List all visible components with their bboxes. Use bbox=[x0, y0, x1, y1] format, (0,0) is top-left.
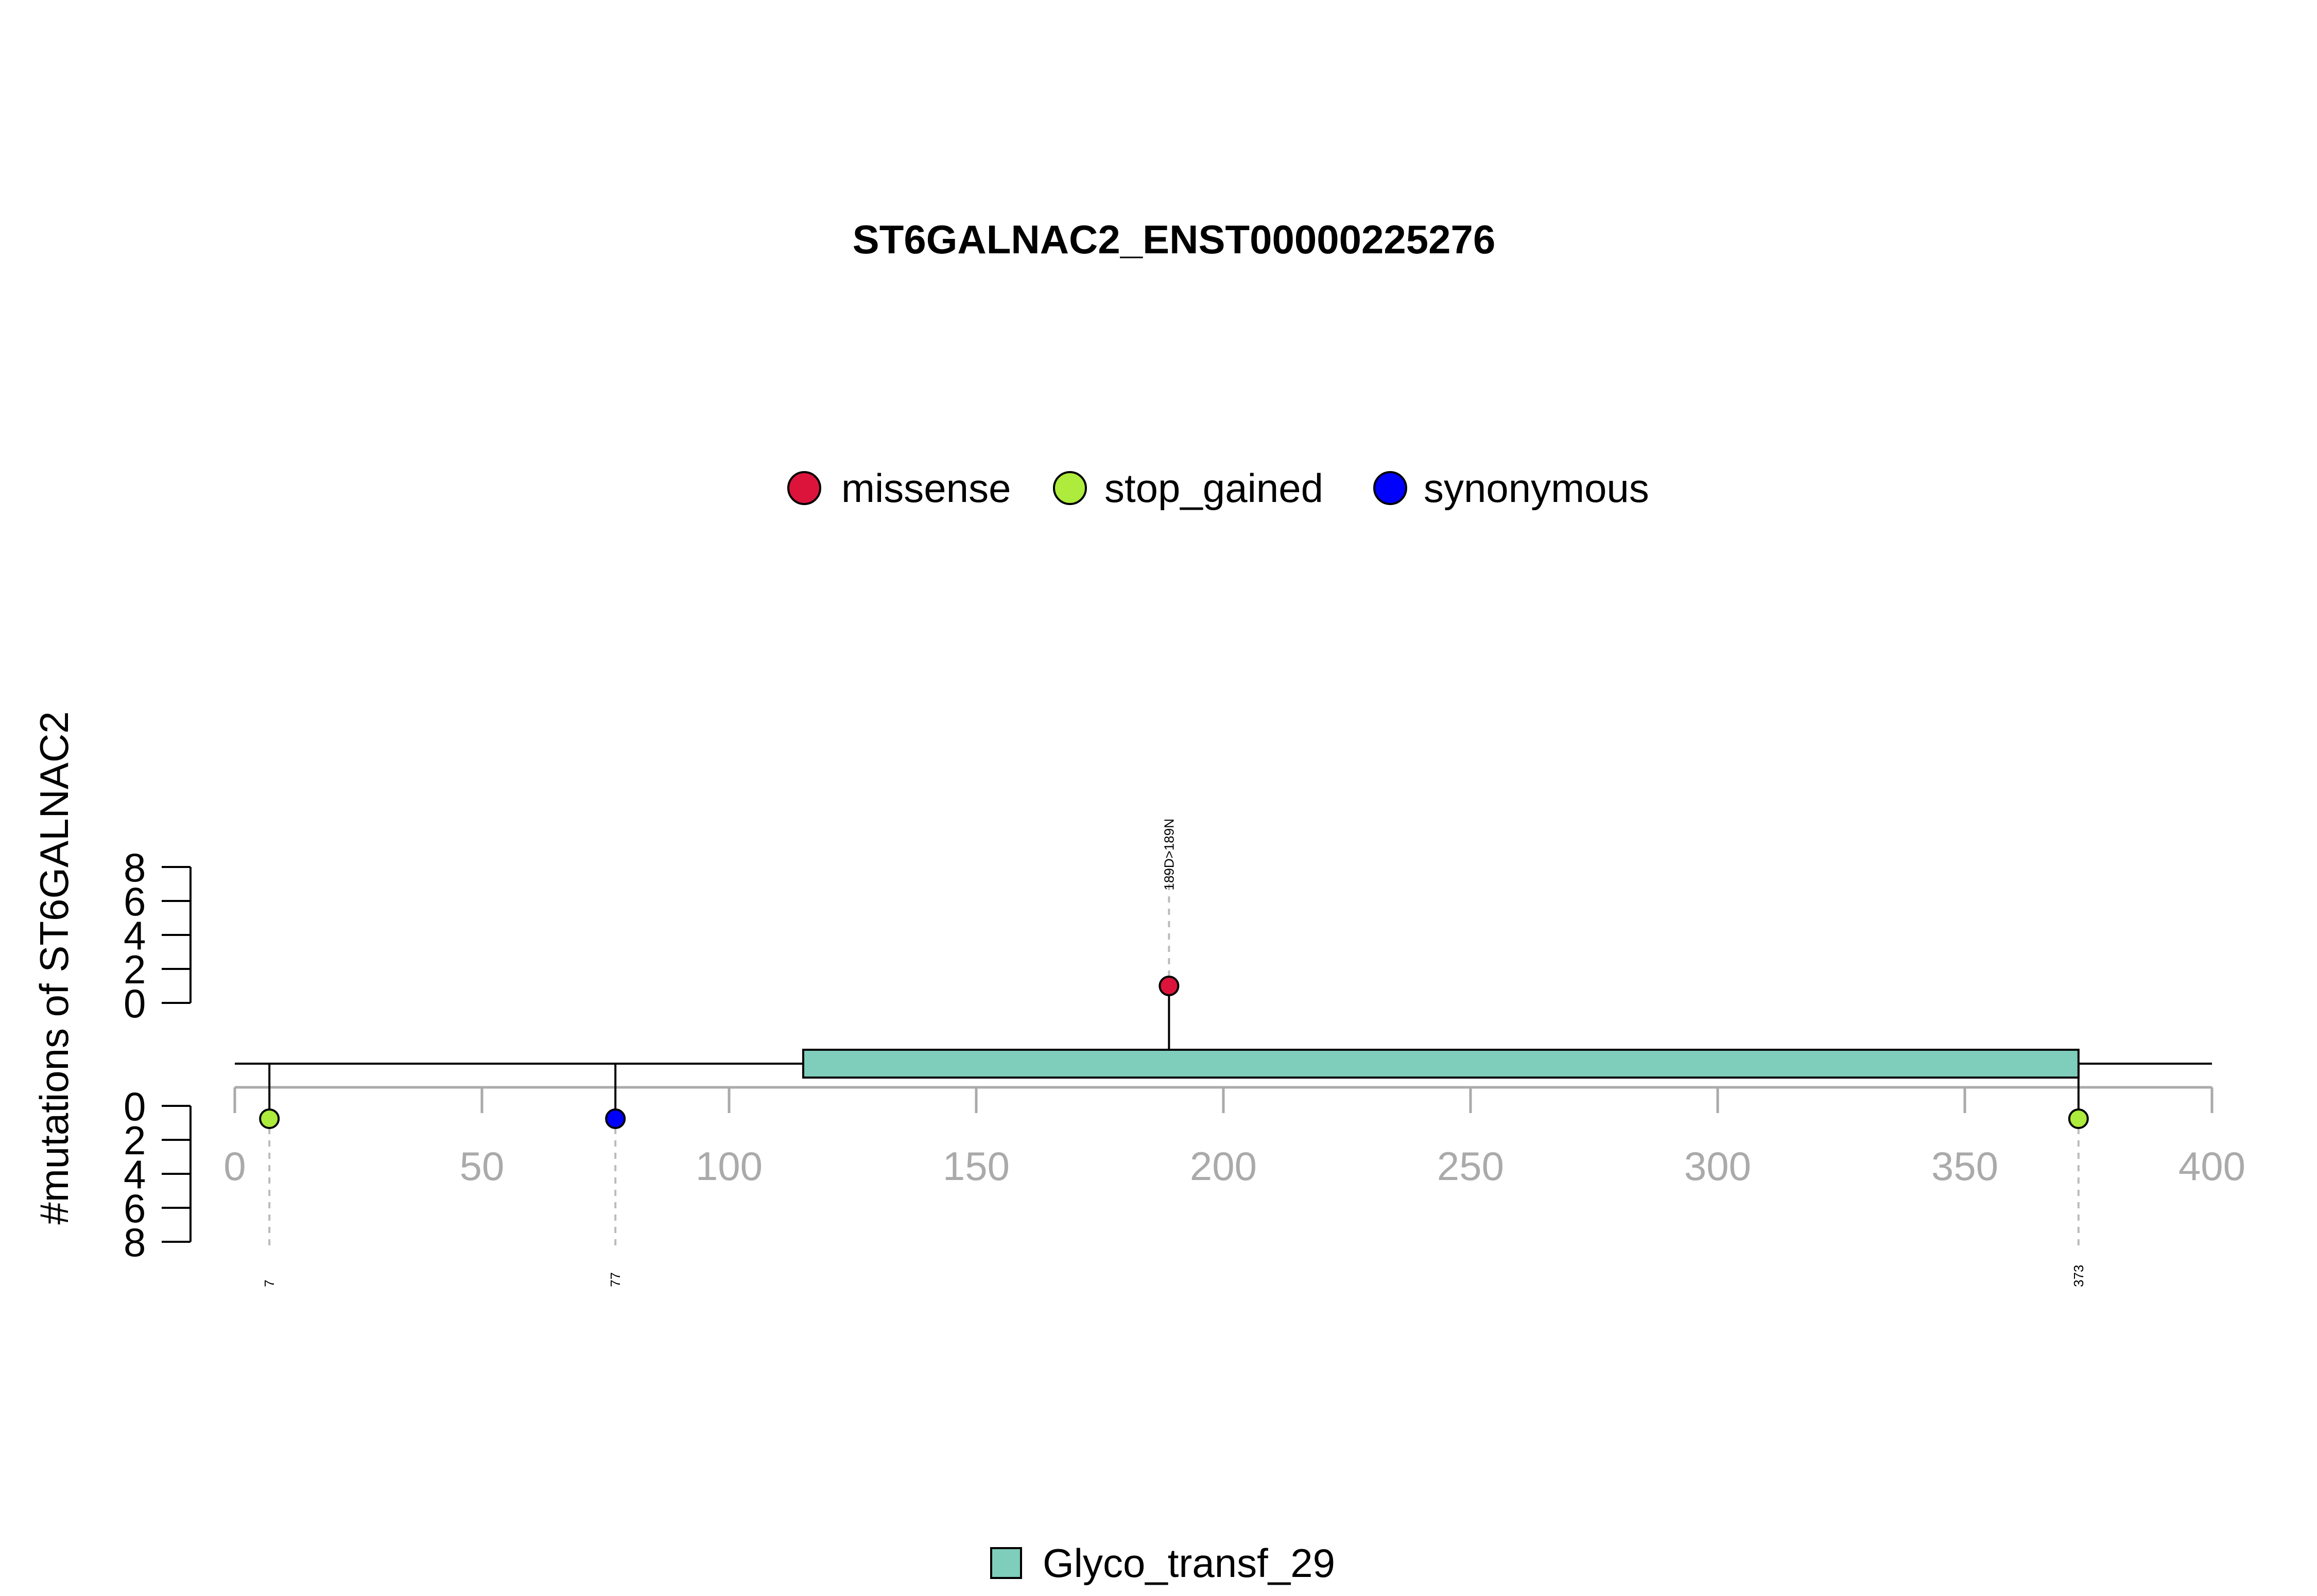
y-tick-label-upper: 6 bbox=[124, 879, 146, 924]
x-tick-label: 250 bbox=[1437, 1143, 1504, 1189]
mutation-label-7: 7 bbox=[262, 1280, 277, 1287]
chart-title: ST6GALNAC2_ENST00000225276 bbox=[853, 217, 1496, 262]
y-tick-label-upper: 2 bbox=[124, 947, 146, 992]
y-axis-label: #mutations of ST6GALNAC2 bbox=[31, 711, 77, 1224]
mutation-label-189: 189D>189N bbox=[1161, 819, 1177, 891]
legend-domain-label-Glyco_transf_29: Glyco_transf_29 bbox=[1043, 1540, 1335, 1586]
x-tick-label: 350 bbox=[1931, 1143, 1998, 1189]
x-tick-label: 200 bbox=[1190, 1143, 1257, 1189]
y-tick-label-lower: 8 bbox=[124, 1220, 146, 1265]
mutation-label-77: 77 bbox=[608, 1272, 623, 1287]
x-tick-label: 0 bbox=[223, 1143, 246, 1189]
mutation-point-373 bbox=[2068, 1108, 2089, 1129]
legend-marker-stop_gained bbox=[1053, 471, 1087, 505]
x-tick-label: 50 bbox=[460, 1143, 505, 1189]
mutation-label-373: 373 bbox=[2071, 1265, 2086, 1287]
x-tick-label: 400 bbox=[2178, 1143, 2245, 1189]
legend-bottom: Glyco_transf_29 bbox=[990, 1540, 1335, 1586]
legend-marker-synonymous bbox=[1373, 471, 1407, 505]
legend-label-missense: missense bbox=[841, 465, 1011, 511]
legend-domain-marker-Glyco_transf_29 bbox=[990, 1547, 1022, 1579]
x-tick-label: 100 bbox=[696, 1143, 763, 1189]
y-tick-label-lower: 6 bbox=[124, 1186, 146, 1231]
mutation-point-77 bbox=[605, 1108, 626, 1129]
y-tick-label-upper: 8 bbox=[124, 845, 146, 890]
x-axis: 0 50 100 150 200 250 300 350 400 bbox=[223, 1086, 2245, 1189]
y-tick-label-upper: 4 bbox=[124, 913, 146, 958]
x-tick-label: 150 bbox=[943, 1143, 1010, 1189]
legend-label-synonymous: synonymous bbox=[1424, 465, 1649, 511]
mutation-points bbox=[259, 976, 2089, 1129]
protein-domains bbox=[802, 1049, 2080, 1079]
y-tick-label-lower: 2 bbox=[124, 1118, 146, 1163]
mutation-point-7 bbox=[259, 1108, 280, 1129]
y-tick-label-lower: 4 bbox=[124, 1152, 146, 1197]
y-tick-label-lower: 0 bbox=[124, 1084, 146, 1129]
domain-Glyco_transf_29 bbox=[802, 1049, 2080, 1079]
legend-top: missense stop_gained synonymous bbox=[787, 465, 1649, 511]
mutation-guide-lines bbox=[268, 867, 2080, 1247]
mutation-point-189 bbox=[1158, 976, 1180, 996]
legend-label-stop_gained: stop_gained bbox=[1104, 465, 1323, 511]
y-tick-label-upper: 0 bbox=[124, 981, 146, 1026]
legend-marker-missense bbox=[787, 471, 821, 505]
x-tick-label: 300 bbox=[1684, 1143, 1751, 1189]
